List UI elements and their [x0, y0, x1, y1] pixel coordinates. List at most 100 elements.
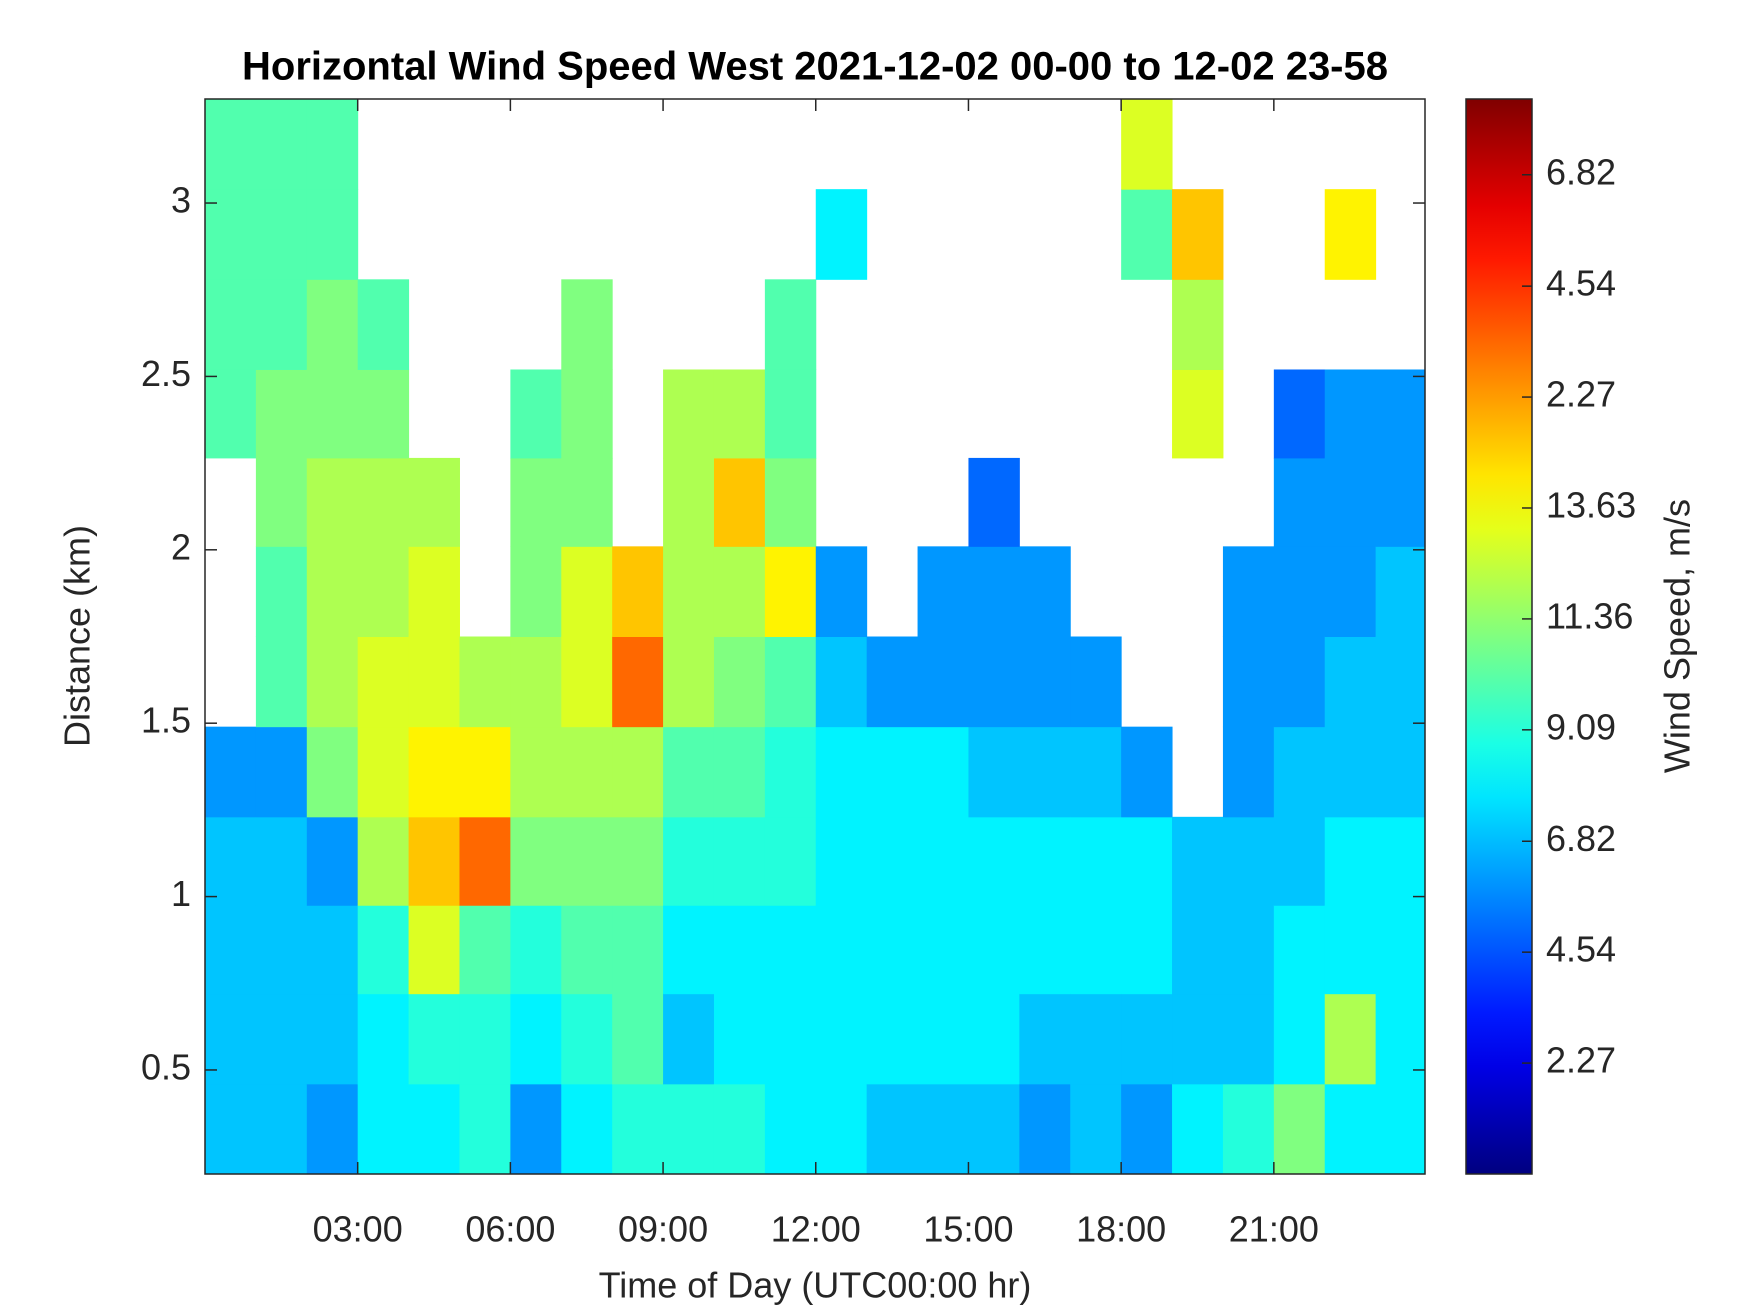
heat-cell	[459, 1083, 511, 1175]
x-tick-label: 03:00	[313, 1209, 403, 1250]
heat-cell	[612, 546, 664, 637]
heat-cell	[866, 1083, 919, 1175]
heat-cell	[815, 816, 868, 906]
heat-cell	[255, 99, 308, 190]
heat-cell	[1273, 726, 1326, 818]
x-tick-label: 12:00	[771, 1209, 861, 1250]
heat-cell	[764, 1083, 817, 1175]
heat-cell	[1172, 1083, 1224, 1175]
heat-cell	[1273, 905, 1326, 995]
heat-cell	[713, 993, 766, 1085]
heat-cell	[764, 726, 817, 818]
heat-cell	[866, 636, 919, 728]
heat-cell	[561, 457, 613, 547]
heat-cell	[255, 1083, 308, 1175]
heat-cell	[1172, 816, 1224, 906]
heat-cell	[866, 816, 919, 906]
heat-cell	[1019, 636, 1071, 728]
heat-cell	[1172, 189, 1224, 280]
heat-cell	[561, 636, 613, 728]
heat-cell	[1222, 993, 1275, 1085]
heat-cell	[1273, 816, 1326, 906]
heat-cell	[255, 189, 308, 280]
heat-cell	[306, 816, 359, 906]
colorbar-tick-label: 4.54	[1546, 929, 1616, 970]
heat-cell	[663, 457, 715, 547]
heat-cell	[1172, 369, 1224, 459]
heat-cell	[255, 457, 308, 547]
heat-cell	[357, 816, 410, 906]
heat-cell	[815, 905, 868, 995]
heat-cell	[968, 905, 1020, 995]
heat-cell	[205, 905, 257, 995]
heat-cell	[1375, 457, 1426, 547]
heat-cell	[357, 726, 410, 818]
heat-cell	[255, 993, 308, 1085]
heat-cell	[663, 1083, 715, 1175]
heat-cell	[1019, 905, 1071, 995]
heat-cell	[1324, 993, 1377, 1085]
heat-cell	[357, 457, 410, 547]
heat-cell	[917, 993, 969, 1085]
heat-cell	[255, 279, 308, 370]
colorbar-tick-label: 6.82	[1546, 818, 1616, 859]
heat-cell	[255, 636, 308, 728]
heat-cell	[968, 636, 1020, 728]
heat-cell	[205, 99, 257, 190]
heat-cell	[866, 726, 919, 818]
heat-cell	[612, 1083, 664, 1175]
heat-cell	[1222, 1083, 1275, 1175]
heat-cell	[917, 905, 969, 995]
heat-cell	[764, 457, 817, 547]
heat-cell	[815, 726, 868, 818]
heat-cell	[459, 726, 511, 818]
heat-cell	[968, 1083, 1020, 1175]
heat-cell	[1121, 905, 1173, 995]
heat-cell	[408, 457, 460, 547]
heat-cell	[713, 457, 766, 547]
chart-title: Horizontal Wind Speed West 2021-12-02 00…	[242, 45, 1388, 89]
heat-cell	[713, 546, 766, 637]
heat-cell	[255, 726, 308, 818]
heat-cell	[1324, 816, 1377, 906]
heat-cell	[1070, 816, 1122, 906]
heat-cell	[1375, 993, 1426, 1085]
heat-cell	[510, 1083, 562, 1175]
heat-cell	[713, 369, 766, 459]
heat-cell	[510, 993, 562, 1085]
colorbar-tick-label: 9.09	[1546, 706, 1616, 747]
heat-cell	[917, 546, 969, 637]
x-tick-label: 06:00	[465, 1209, 555, 1250]
heat-cell	[1375, 636, 1426, 728]
heat-cell	[663, 726, 715, 818]
heat-cell	[561, 279, 613, 370]
heat-cell	[1222, 546, 1275, 637]
heat-cell	[357, 1083, 410, 1175]
heat-cell	[510, 457, 562, 547]
heat-cell	[561, 816, 613, 906]
heat-cell	[205, 993, 257, 1085]
heat-cell	[1172, 993, 1224, 1085]
heat-cell	[764, 816, 817, 906]
heat-cell	[357, 369, 410, 459]
heat-cell	[1172, 905, 1224, 995]
heat-cell	[357, 279, 410, 370]
heat-cell	[663, 369, 715, 459]
heat-cell	[306, 726, 359, 818]
heat-cell	[306, 636, 359, 728]
heat-cell	[1019, 1083, 1071, 1175]
heat-cell	[917, 816, 969, 906]
heat-cell	[917, 636, 969, 728]
heat-cell	[1019, 726, 1071, 818]
heat-cell	[561, 905, 613, 995]
heat-cell	[815, 636, 868, 728]
heat-cell	[968, 993, 1020, 1085]
heat-cell	[459, 905, 511, 995]
colorbar-tick-label: 6.82	[1546, 151, 1616, 192]
heat-cell	[306, 99, 359, 190]
heat-cell	[815, 1083, 868, 1175]
heat-cell	[408, 726, 460, 818]
heat-cell	[1070, 1083, 1122, 1175]
heat-cell	[459, 636, 511, 728]
